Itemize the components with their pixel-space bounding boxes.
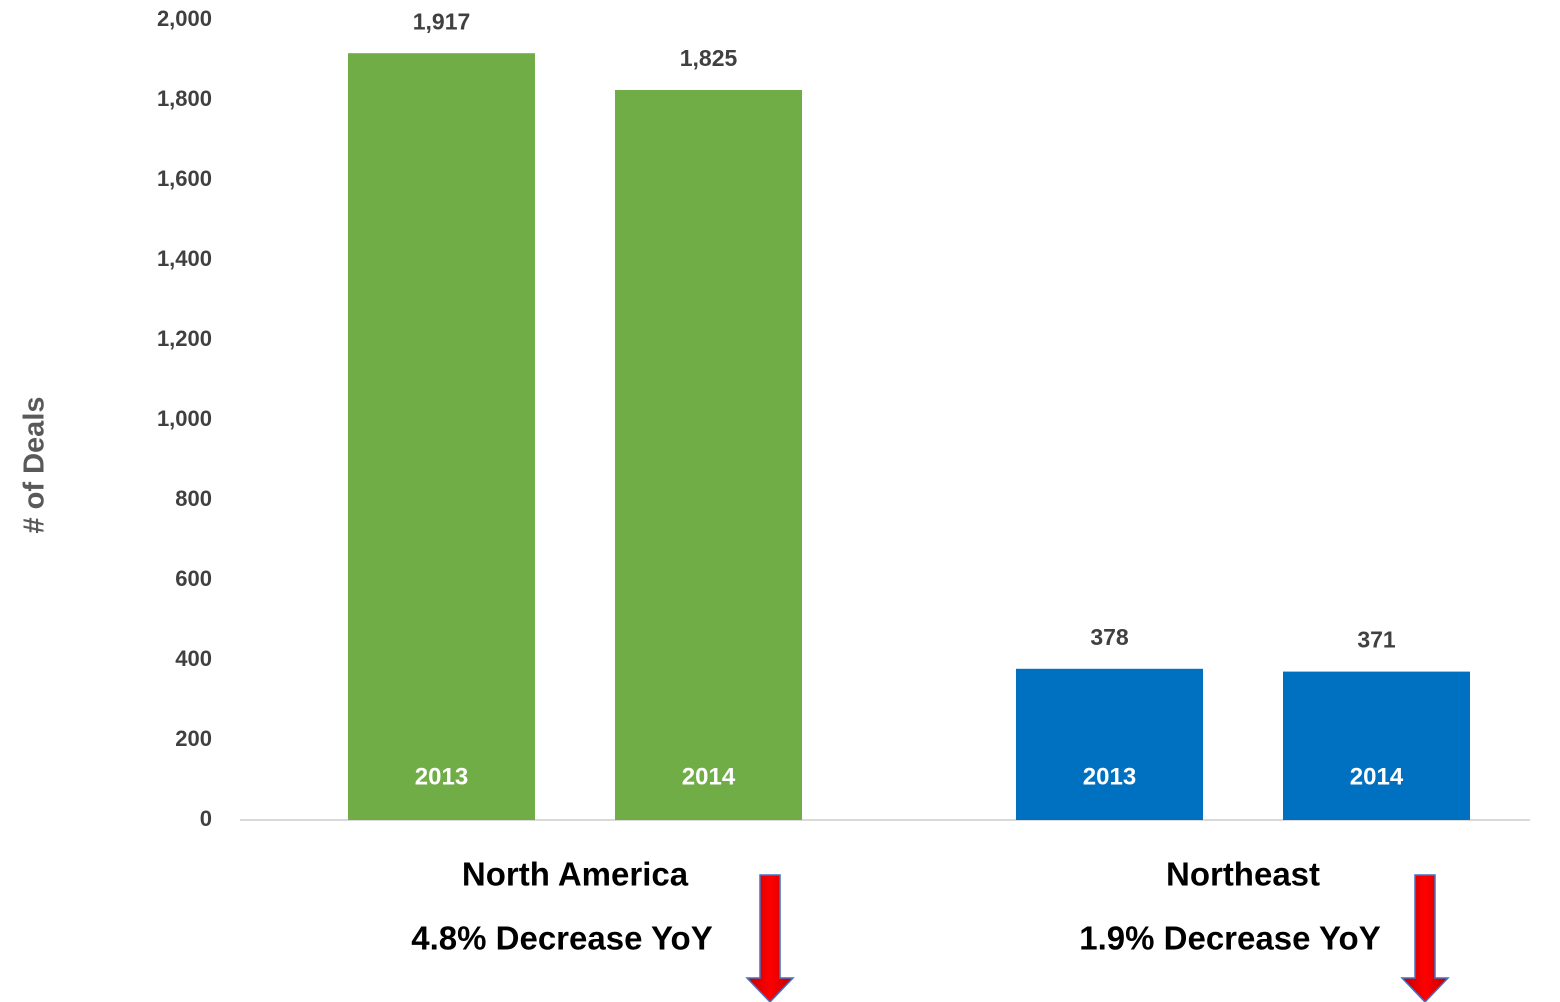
y-tick-label: 800 [175,486,212,511]
y-tick-label: 1,400 [157,246,212,271]
down-arrow [745,874,795,1002]
bar-series-label: 2014 [682,763,736,790]
y-tick-label: 1,200 [157,326,212,351]
y-tick-label: 200 [175,726,212,751]
annotation: 1.9% Decrease YoY [1079,920,1380,957]
y-tick-label: 2,000 [157,6,212,31]
x-tick-label: Northeast [1166,856,1320,893]
data-label: 378 [1090,624,1129,650]
bar [615,90,802,820]
bar-series-label: 2014 [1350,763,1404,790]
data-label: 1,917 [413,8,471,34]
y-tick-label: 1,000 [157,406,212,431]
y-tick-label: 1,600 [157,166,212,191]
annotation: 4.8% Decrease YoY [411,920,712,957]
bar-series-label: 2013 [1083,763,1136,790]
data-label: 1,825 [680,45,738,71]
y-tick-label: 1,800 [157,86,212,111]
down-arrow [1400,874,1450,1002]
x-tick-label: North America [462,856,689,893]
y-axis-label: # of Deals [19,397,51,534]
y-tick-label: 400 [175,646,212,671]
bar [1016,668,1203,820]
y-tick-label: 600 [175,566,212,591]
bar [348,53,535,820]
data-label: 371 [1357,627,1396,653]
bar-series-label: 2013 [415,763,468,790]
bar [1283,671,1470,820]
y-tick-label: 0 [200,806,212,831]
